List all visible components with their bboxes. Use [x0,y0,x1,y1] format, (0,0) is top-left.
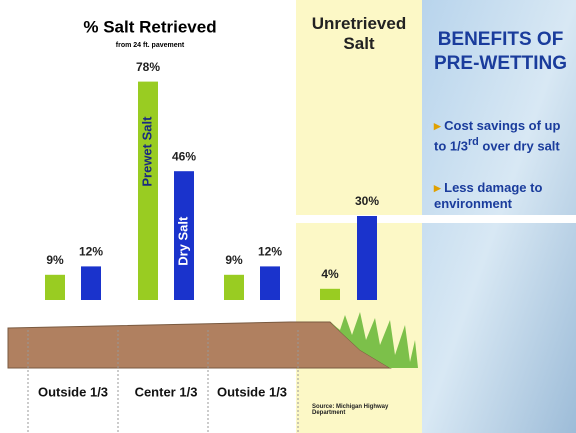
benefit-item: ▸ Cost savings of up to 1/3rd over dry s… [434,118,576,154]
bar [81,266,101,300]
value-label: 4% [321,267,339,281]
bar [224,275,244,300]
value-label: 46% [172,149,196,163]
unretrieved-title: Unretrieved Salt [300,14,418,54]
bar [320,289,340,300]
value-label: 78% [136,60,160,74]
benefit-sup: rd [468,136,479,148]
bar [357,216,377,300]
ground [8,322,390,368]
series-label: Dry Salt [175,216,190,266]
value-label: 30% [355,194,379,208]
value-label: 12% [79,245,103,259]
bullet: ▸ [434,180,444,195]
source-note: Source: Michigan Highway Department [312,404,412,416]
benefit-item: ▸ Less damage to environment [434,180,576,212]
value-label: 9% [225,253,243,267]
bar [260,266,280,300]
series-label: Prewet Salt [139,116,154,187]
benefit-text: over dry salt [479,138,560,153]
benefits-title: BENEFITS OF PRE-WETTING [428,28,573,76]
x-tick-label: Outside 1/3 [38,384,108,399]
x-tick-label: Outside 1/3 [217,384,287,399]
chart-subtitle: from 24 ft. pavement [116,42,185,49]
bullet: ▸ [434,118,444,133]
bar [45,275,65,300]
x-tick-label: Center 1/3 [135,384,198,399]
bar [138,82,158,300]
chart-title: % Salt Retrieved [83,17,216,36]
benefit-text: Less damage to environment [434,180,542,211]
slide: % Salt Retrieved from 24 ft. pavement Ou… [0,0,576,433]
strip [296,215,576,223]
value-label: 9% [46,253,64,267]
value-label: 12% [258,245,282,259]
